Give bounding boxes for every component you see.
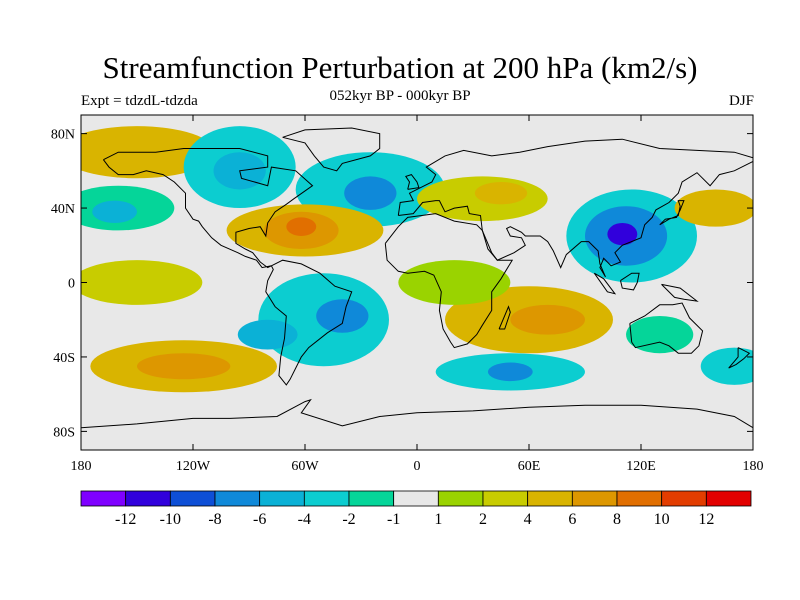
season-label: DJF	[728, 93, 754, 109]
coastline-uk	[405, 174, 420, 190]
anomaly-south-atlantic-low	[237, 319, 298, 350]
coastline-greenland	[282, 127, 381, 172]
coastline-new-guinea	[661, 283, 699, 302]
colorbar-swatch	[527, 490, 573, 507]
coastline-eurasia	[397, 138, 753, 278]
anomaly-north-atlantic-low-core	[344, 176, 397, 210]
chart-subtitle: 052kyr BP - 000kyr BP	[329, 88, 471, 104]
x-axis: 180 120W 60W 0 60E 120E 180	[71, 115, 764, 474]
coastline-sumatra	[593, 272, 617, 295]
colorbar-label: -8	[208, 511, 221, 528]
coastline-australia	[629, 302, 704, 354]
colorbar-swatch	[705, 490, 752, 507]
anomaly-equatorial-africa-high	[398, 260, 511, 305]
coastline-new-zealand	[728, 347, 751, 369]
x-tick-label: 120E	[626, 459, 656, 474]
colorbar-label: 2	[479, 511, 487, 528]
colorbar-swatch	[303, 490, 350, 507]
chart-title: Streamfunction Perturbation at 200 hPa (…	[102, 50, 698, 85]
anomaly-equatorial-pacific-high	[81, 260, 203, 305]
anomaly-sw-pacific-low	[700, 347, 753, 385]
x-tick-label: 60W	[291, 459, 319, 474]
colorbar-swatch	[482, 490, 529, 507]
x-tick-label: 0	[414, 459, 421, 474]
coastline-japan	[659, 200, 685, 226]
colorbar-swatch	[393, 490, 439, 507]
anomaly-south-pacific-high-core	[137, 353, 231, 380]
coastlines	[81, 127, 753, 429]
colorbar-swatch	[616, 490, 663, 507]
coastline-north-america	[103, 148, 314, 269]
colorbar-swatch	[348, 490, 395, 507]
colorbar-label: 4	[524, 511, 532, 528]
y-axis: 80N 40N 0 40S 80S	[51, 128, 753, 440]
colorbar-label: -6	[253, 511, 266, 528]
anomaly-australia-low	[626, 316, 694, 354]
x-tick-label: 180	[743, 459, 764, 474]
coastline-south-america	[265, 259, 353, 386]
colorbar-swatch	[259, 490, 305, 507]
colorbar-label: -2	[342, 511, 355, 528]
anomaly-south-indian-high-core	[510, 304, 585, 335]
x-tick-label: 120W	[176, 459, 211, 474]
anomaly-subtropical-atlantic-center	[286, 217, 317, 236]
coastline-antarctica	[81, 398, 753, 429]
colorbar-label: 8	[613, 511, 621, 528]
colorbar: -12 -10 -8 -6 -4 -2 -1 1 2 4 6 8 10 12	[80, 490, 752, 528]
colorbar-swatch	[80, 490, 127, 507]
x-tick-label: 180	[71, 459, 92, 474]
coastline-africa	[384, 213, 514, 349]
x-tick-label: 60E	[518, 459, 541, 474]
colorbar-swatch	[437, 490, 484, 507]
anomaly-north-pacific-high	[674, 189, 753, 227]
anomaly-mediterranean-high	[474, 182, 528, 205]
experiment-label: Expt = tdzdL-tdzda	[81, 93, 198, 109]
colorbar-swatch	[571, 490, 618, 507]
colorbar-label: 1	[434, 511, 442, 528]
colorbar-swatch	[169, 490, 216, 507]
colorbar-swatch	[661, 490, 707, 507]
colorbar-label: -1	[387, 511, 400, 528]
coastline-borneo	[620, 272, 640, 291]
colorbar-swatch	[125, 490, 171, 507]
colorbar-label: -4	[298, 511, 311, 528]
y-tick-label: 80N	[51, 128, 75, 143]
colorbar-label: -12	[115, 511, 136, 528]
colorbar-label: 12	[698, 511, 714, 528]
colorbar-label: 6	[568, 511, 576, 528]
coastline-madagascar	[498, 305, 511, 330]
anomaly-east-asia-low-core	[607, 222, 638, 246]
y-tick-label: 40S	[53, 351, 75, 366]
y-tick-label: 0	[68, 277, 75, 292]
anomaly-east-pacific-low-core	[92, 200, 137, 223]
y-tick-label: 80S	[53, 425, 75, 440]
y-tick-label: 40N	[51, 202, 75, 217]
colorbar-label: 10	[654, 511, 670, 528]
anomaly-south-america-low-core	[316, 299, 369, 333]
colorbar-swatch	[214, 490, 261, 507]
colorbar-label: -10	[160, 511, 181, 528]
anomaly-southern-ocean-low-core	[487, 362, 533, 382]
anomaly-arctic-pacific-core	[95, 135, 179, 162]
